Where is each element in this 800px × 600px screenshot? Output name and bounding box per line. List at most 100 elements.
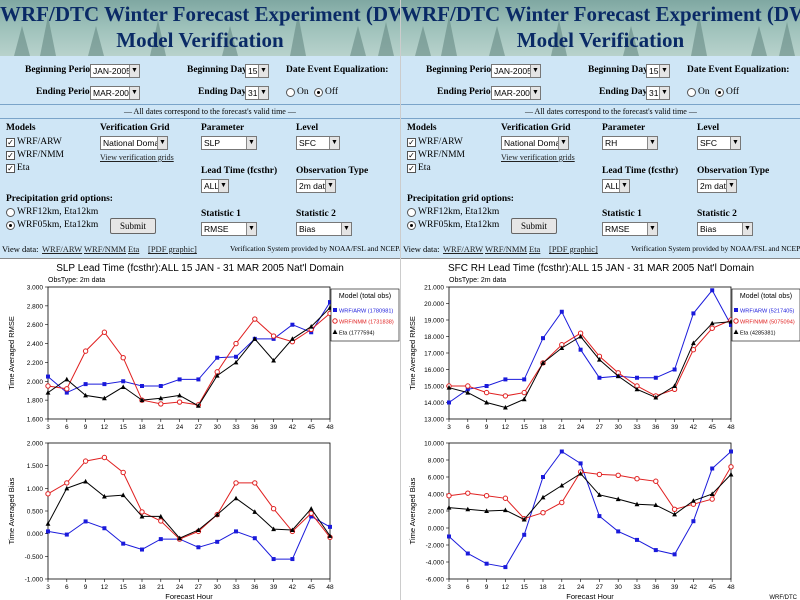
- y-axis-label: Time Averaged RMSE: [408, 316, 417, 390]
- data-point-2: [521, 516, 527, 522]
- pdf-graphic-link[interactable]: [PDF graphic]: [549, 244, 598, 254]
- parameter-select[interactable]: SLP ▼: [201, 136, 257, 150]
- equalization-off-radio[interactable]: [715, 88, 724, 97]
- equalization-on-radio[interactable]: [286, 88, 295, 97]
- model-wrf-nmm-checkbox[interactable]: ✓: [407, 151, 416, 160]
- parameter-select[interactable]: RH ▼: [602, 136, 658, 150]
- legend-entry: WRF/NMM (5075094): [740, 320, 795, 326]
- view-wrf-arw-link[interactable]: WRF/ARW: [42, 244, 83, 254]
- submit-button[interactable]: Submit: [110, 218, 156, 234]
- x-tick-label: 3: [447, 584, 451, 591]
- submit-button[interactable]: Submit: [511, 218, 557, 234]
- y-tick-label: 2.000: [27, 379, 44, 386]
- valid-time-note: — All dates correspond to the forecast's…: [124, 107, 296, 116]
- model-wrf-arw-label: WRF/ARW: [418, 137, 463, 147]
- verification-grid-select[interactable]: National Domain ▼: [100, 136, 168, 150]
- beginning-period-select[interactable]: JAN-2005 ▼: [491, 64, 541, 78]
- model-eta-checkbox[interactable]: ✓: [407, 164, 416, 173]
- plot-panel: 13.000 14.000 15.000 16.000 17.000 18.000 19.0…: [408, 285, 735, 432]
- ending-day-select[interactable]: 31 ▼: [646, 86, 670, 100]
- verification-grid-select[interactable]: National Domain ▼: [501, 136, 569, 150]
- x-tick-label: 39: [671, 584, 679, 591]
- data-point-2: [308, 324, 314, 329]
- x-tick-label: 3: [447, 424, 451, 431]
- precip-05km-radio[interactable]: [6, 221, 15, 230]
- data-point-0: [215, 539, 220, 544]
- model-wrf-arw-checkbox[interactable]: ✓: [6, 138, 15, 147]
- view-wrf-nmm-link[interactable]: WRF/NMM: [485, 244, 528, 254]
- view-eta-link[interactable]: Eta: [529, 244, 541, 254]
- data-point-2: [559, 345, 565, 351]
- x-tick-label: 36: [251, 424, 259, 431]
- view-grids-link[interactable]: View verification grids: [501, 153, 575, 162]
- model-wrf-arw-checkbox[interactable]: ✓: [407, 138, 416, 147]
- view-grids-link[interactable]: View verification grids: [100, 153, 174, 162]
- data-point-0: [158, 384, 163, 388]
- ending-period-select[interactable]: MAR-2005 ▼: [491, 86, 541, 100]
- precip-options-label: Precipitation grid options:: [6, 194, 113, 204]
- ending-period-select[interactable]: MAR-2005 ▼: [90, 86, 140, 100]
- lead-time-label: Lead Time (fcsthr): [602, 166, 679, 176]
- chevron-down-icon: ▼: [129, 87, 139, 99]
- lead-time-select[interactable]: ALL ▼: [602, 179, 630, 193]
- equalization-on-radio[interactable]: [687, 88, 696, 97]
- data-point-0: [691, 519, 696, 524]
- level-select[interactable]: SFC ▼: [697, 136, 741, 150]
- models-label: Models: [6, 123, 36, 133]
- model-eta-label: Eta: [418, 163, 431, 173]
- data-point-2: [45, 390, 51, 395]
- data-point-0: [328, 524, 332, 529]
- data-point-0: [64, 532, 69, 537]
- view-wrf-nmm-link[interactable]: WRF/NMM: [84, 244, 127, 254]
- precip-12km-radio[interactable]: [6, 208, 15, 217]
- statistic2-select[interactable]: Bias ▼: [296, 222, 352, 236]
- data-point-2: [465, 506, 471, 512]
- data-point-0: [447, 400, 451, 405]
- data-point-0: [46, 374, 50, 379]
- pdf-graphic-link[interactable]: [PDF graphic]: [148, 244, 197, 254]
- divider: [401, 118, 800, 119]
- y-tick-label: 19.000: [424, 318, 444, 325]
- level-select[interactable]: SFC ▼: [296, 136, 340, 150]
- beginning-period-label: Beginning Period:: [426, 65, 500, 75]
- verification-grid-label: Verification Grid: [100, 123, 170, 133]
- legend-title: Model (total obs): [339, 293, 391, 300]
- equalization-off-radio[interactable]: [314, 88, 323, 97]
- x-tick-label: 27: [596, 424, 604, 431]
- precip-12km-radio[interactable]: [407, 208, 416, 217]
- statistic1-select[interactable]: RMSE ▼: [602, 222, 658, 236]
- data-point-2: [196, 403, 201, 408]
- precip-05km-radio[interactable]: [407, 221, 416, 230]
- lead-time-select[interactable]: ALL ▼: [201, 179, 229, 193]
- data-point-0: [503, 377, 508, 382]
- x-tick-label: 45: [308, 424, 316, 431]
- data-point-1: [64, 386, 70, 392]
- data-point-2: [540, 494, 546, 500]
- model-eta-checkbox[interactable]: ✓: [6, 164, 15, 173]
- view-data-label: View data:: [2, 244, 39, 254]
- obs-type-select[interactable]: 2m data ▼: [296, 179, 336, 193]
- ending-day-select[interactable]: 31 ▼: [245, 86, 269, 100]
- view-eta-link[interactable]: Eta: [128, 244, 140, 254]
- x-tick-label: 42: [690, 584, 698, 591]
- data-point-0: [541, 475, 545, 479]
- beginning-day-select[interactable]: 15 ▼: [646, 64, 670, 78]
- view-wrf-arw-link[interactable]: WRF/ARW: [443, 244, 484, 254]
- data-point-1: [690, 347, 697, 353]
- x-tick-label: 21: [558, 424, 566, 431]
- obs-type-select[interactable]: 2m data ▼: [697, 179, 737, 193]
- data-point-0: [710, 466, 715, 471]
- beginning-period-select[interactable]: JAN-2005 ▼: [90, 64, 140, 78]
- statistic2-select[interactable]: Bias ▼: [697, 222, 753, 236]
- model-wrf-nmm-checkbox[interactable]: ✓: [6, 151, 15, 160]
- y-tick-label: 0.000: [428, 526, 445, 533]
- chevron-down-icon: ▼: [329, 137, 339, 149]
- data-point-0: [83, 382, 88, 387]
- data-point-2: [120, 384, 126, 389]
- chevron-down-icon: ▼: [218, 180, 228, 192]
- data-point-0: [121, 541, 126, 546]
- beginning-day-select[interactable]: 15 ▼: [245, 64, 269, 78]
- obs-type-label: Observation Type: [296, 166, 369, 176]
- credit-text: Verification System provided by NOAA/FSL…: [631, 244, 800, 253]
- statistic1-select[interactable]: RMSE ▼: [201, 222, 257, 236]
